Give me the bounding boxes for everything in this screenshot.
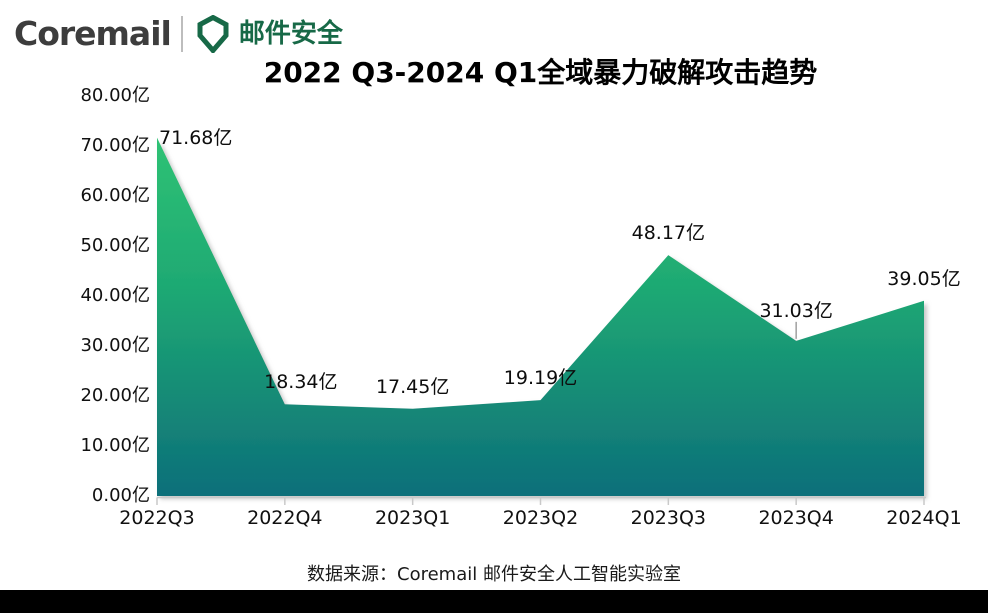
area-series-shape [157, 137, 924, 496]
shield-icon [195, 15, 231, 53]
x-tick-label: 2022Q3 [119, 507, 195, 529]
x-tick-label: 2023Q3 [630, 507, 707, 529]
coremail-logo: Coremail 邮件安全 [14, 12, 343, 56]
x-tick-label: 2023Q1 [374, 507, 451, 529]
y-tick-label: 20.00亿 [80, 385, 150, 406]
y-tick-label: 60.00亿 [80, 185, 150, 206]
brand-text: Coremail [14, 14, 172, 53]
y-tick-label: 0.00亿 [91, 485, 150, 506]
data-label: 19.19亿 [503, 367, 578, 390]
y-tick-label: 10.00亿 [80, 435, 150, 456]
data-label: 39.05亿 [887, 267, 961, 290]
data-label: 31.03亿 [759, 299, 833, 322]
source-note: 数据来源：Coremail 邮件安全人工智能实验室 [307, 564, 681, 585]
x-tick-label: 2024Q1 [886, 507, 962, 529]
bottom-black-bar [0, 590, 988, 613]
y-tick-label: 70.00亿 [80, 135, 150, 156]
data-label: 18.34亿 [264, 371, 338, 394]
x-axis [156, 496, 926, 505]
x-tick-label: 2023Q2 [502, 507, 579, 529]
y-tick-label: 50.00亿 [80, 235, 150, 256]
x-tick-label: 2023Q4 [758, 507, 834, 529]
chart-title: 2022 Q3-2024 Q1全域暴力破解攻击趋势 [263, 56, 818, 89]
data-label: 48.17亿 [631, 222, 706, 245]
data-label: 17.45亿 [375, 375, 450, 398]
y-tick-label: 30.00亿 [80, 335, 150, 356]
product-text: 邮件安全 [238, 19, 343, 49]
x-tick-label: 2022Q4 [247, 507, 323, 529]
y-tick-label: 40.00亿 [80, 285, 150, 306]
data-label: 71.68亿 [159, 126, 233, 149]
y-tick-label: 80.00亿 [80, 85, 150, 106]
logo-divider [180, 16, 183, 52]
